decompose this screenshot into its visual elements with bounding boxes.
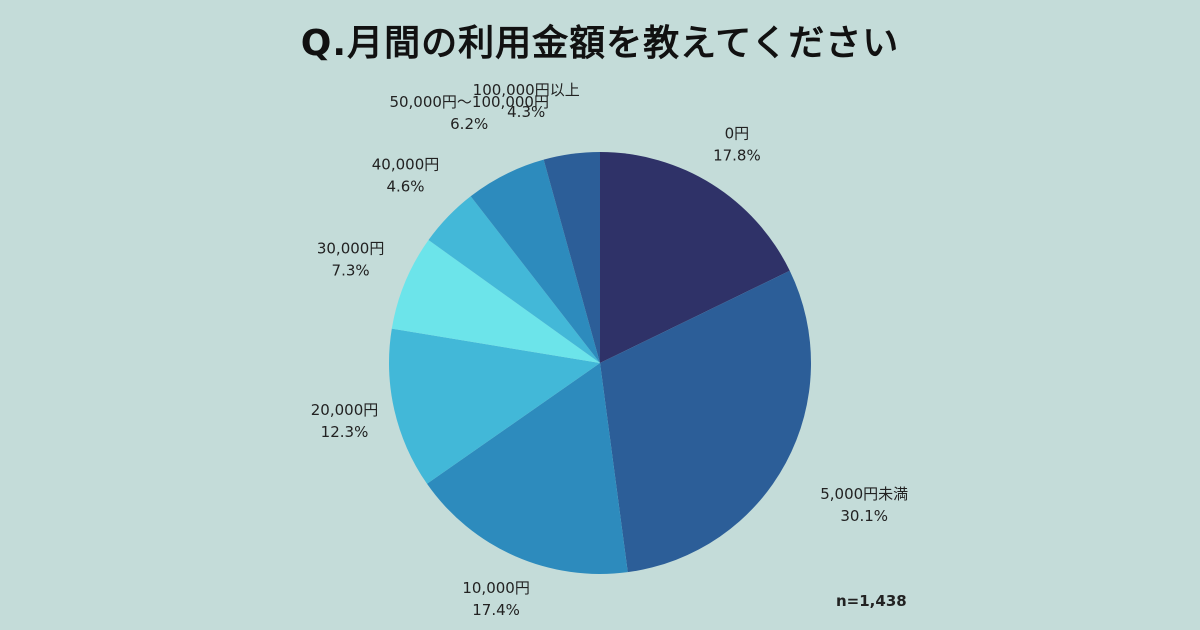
pie-slice <box>543 152 600 363</box>
chart-title: Q.月間の利用金額を教えてください <box>300 23 900 64</box>
slice-category-label: 30,000円 <box>317 240 385 258</box>
slice-value-label: 7.3% <box>332 262 370 280</box>
slice-category-label: 20,000円 <box>311 401 379 419</box>
sample-size-note: n=1,438 <box>836 592 907 610</box>
pie-slice <box>600 152 790 363</box>
pie-slice <box>600 270 811 573</box>
pie-slice <box>426 363 628 575</box>
pie-slice <box>389 328 600 484</box>
pie-slice <box>428 196 600 363</box>
slice-category-label: 0円 <box>725 124 750 142</box>
slice-value-label: 12.3% <box>321 423 369 441</box>
slice-value-label: 4.6% <box>386 178 424 196</box>
slice-value-label: 30.1% <box>840 507 888 525</box>
slice-category-label: 10,000円 <box>462 579 530 597</box>
slice-value-label: 17.8% <box>713 146 761 164</box>
slice-category-label: 5,000円未満 <box>820 485 908 503</box>
pie-slice <box>391 240 600 363</box>
slice-value-label: 6.2% <box>450 115 488 133</box>
slice-value-label: 17.4% <box>472 601 520 619</box>
slice-value-label: 4.3% <box>507 103 545 121</box>
slice-category-label: 50,000円〜100,000円 <box>389 93 549 111</box>
slice-category-label: 100,000円以上 <box>473 81 580 99</box>
slice-category-label: 40,000円 <box>372 156 440 174</box>
pie-slice <box>470 159 600 363</box>
